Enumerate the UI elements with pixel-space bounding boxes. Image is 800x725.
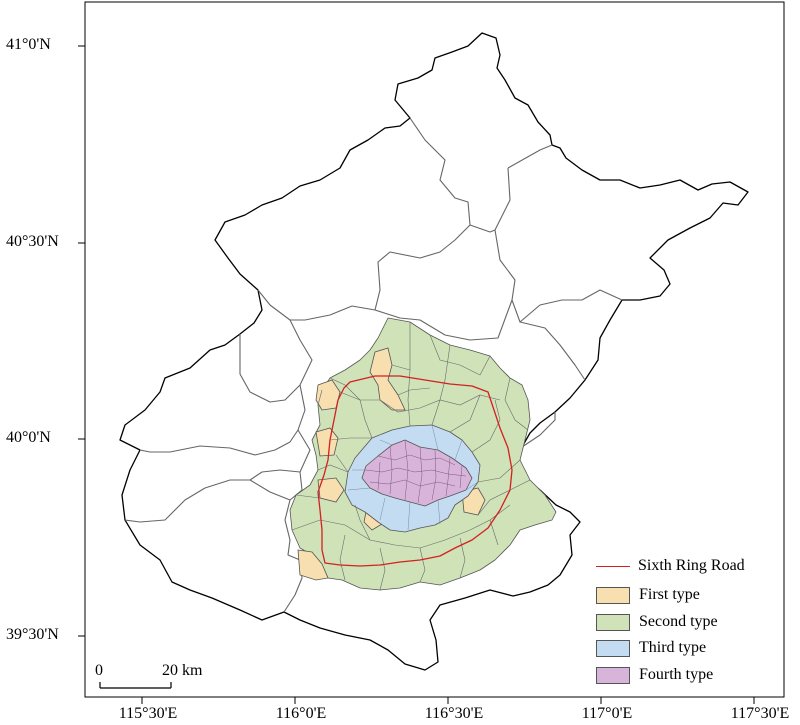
lat-label-41-0: 41°0'N [6,36,51,53]
legend-item-first-type: First type [596,585,700,605]
axis-ticks [78,45,755,704]
legend-label: Second type [639,613,718,630]
legend-item-third-type: Third type [596,638,706,658]
map-frame [84,1,785,698]
third-type-lines [347,424,479,531]
lat-label-39-30: 39°30'N [6,626,59,643]
lon-label-115-30: 115°30'E [118,705,178,722]
sixth-ring-road [317,375,513,567]
legend-label: Sixth Ring Road [638,557,745,574]
legend-line-swatch [596,565,630,567]
lon-label-116-0: 116°0'E [275,705,327,722]
core-grid [365,439,467,504]
lat-label-40-30: 40°30'N [6,233,59,250]
legend-swatch-third [596,639,630,657]
lon-label-117-30: 117°30'E [730,705,790,722]
legend-label: First type [639,586,700,603]
legend-label: Third type [639,639,707,656]
legend-swatch-first [596,586,630,604]
district-boundaries [124,117,623,613]
legend-item-second-type: Second type [596,612,718,632]
lon-label-117-0: 117°0'E [581,705,633,722]
scale-bar [99,682,172,689]
lon-label-116-30: 116°30'E [424,705,484,722]
scale-start-label: 0 [95,662,103,679]
scale-end-label: 20 km [162,662,203,679]
legend-item-sixth-ring-road: Sixth Ring Road [596,556,745,576]
legend-item-fourth-type: Fourth type [596,665,713,685]
lat-label-40-0: 40°0'N [6,429,51,446]
legend-label: Fourth type [639,666,714,683]
legend-swatch-second [596,613,630,631]
legend-swatch-fourth [596,666,630,684]
